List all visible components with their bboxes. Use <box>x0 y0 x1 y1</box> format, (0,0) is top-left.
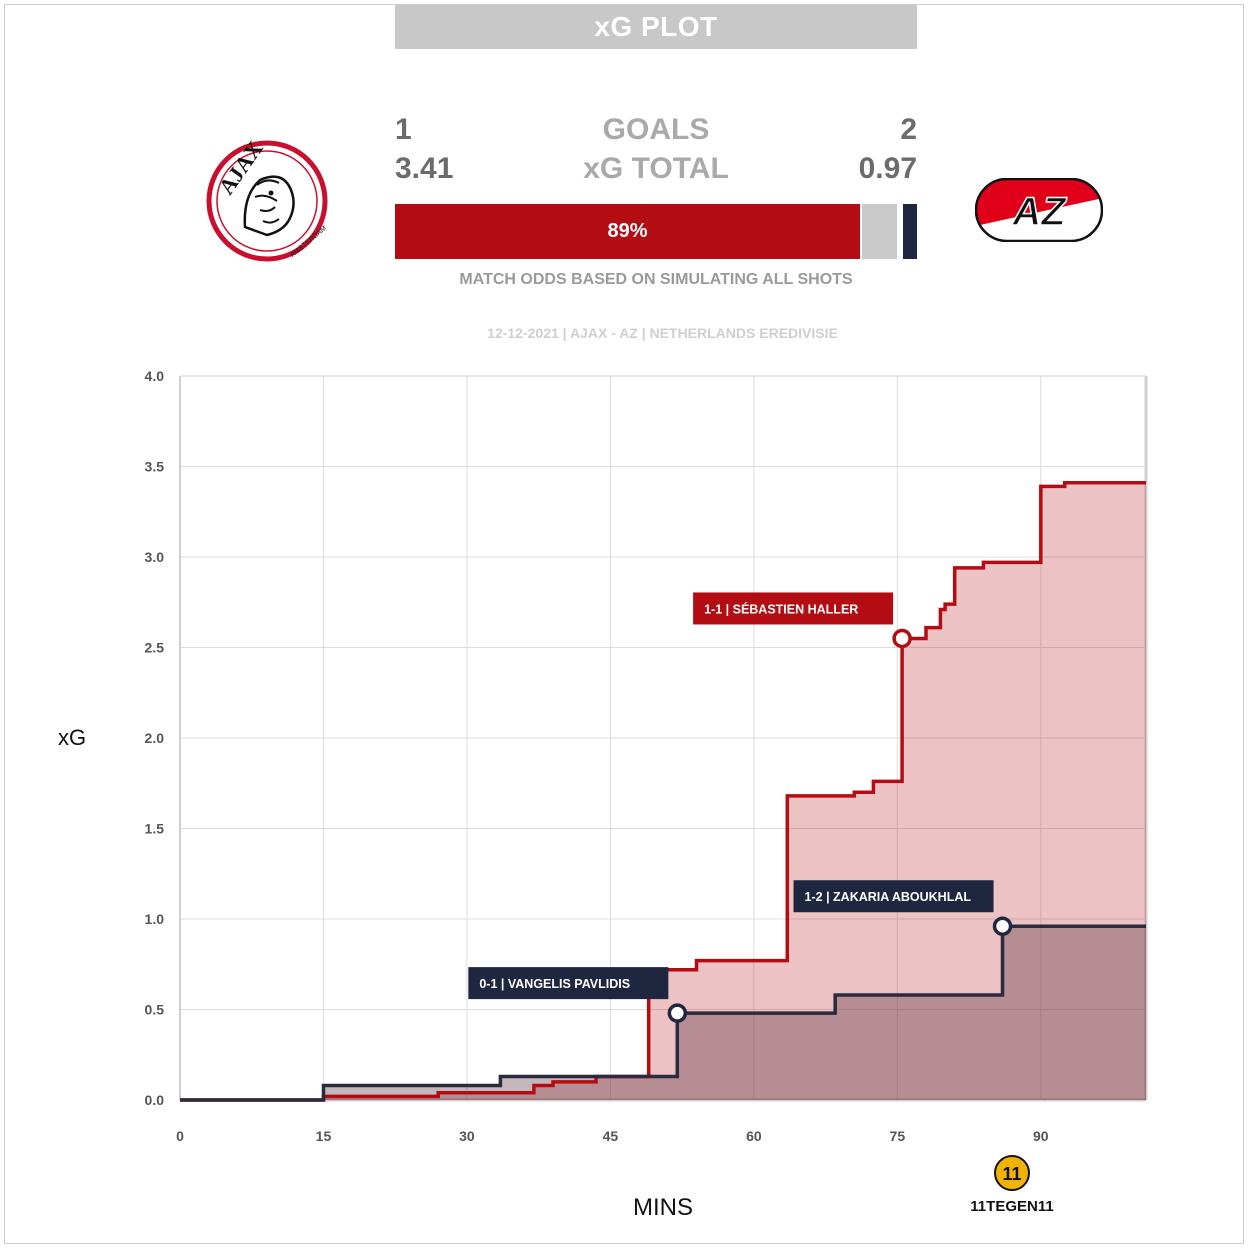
away-goals: 2 <box>900 113 917 146</box>
y-tick-label: 2.5 <box>145 640 165 656</box>
x-tick-label: 0 <box>176 1128 184 1144</box>
brand-text: 11TEGEN11 <box>970 1198 1053 1215</box>
home-goals: 1 <box>395 113 412 146</box>
match-info: 12-12-2021 | AJAX - AZ | NETHERLANDS ERE… <box>487 325 838 341</box>
goals-row: 1 GOALS 2 <box>395 113 917 149</box>
goals-label: GOALS <box>602 113 710 146</box>
y-tick-label: 1.0 <box>145 911 165 927</box>
odds-note: MATCH ODDS BASED ON SIMULATING ALL SHOTS <box>459 271 853 288</box>
goal-label-text: 1-2 | ZAKARIA ABOUKHLAL <box>805 890 972 904</box>
goal-label-text: 1-1 | SÉBASTIEN HALLER <box>704 601 858 616</box>
y-tick-label: 1.5 <box>145 821 165 837</box>
goal-label-box <box>693 592 894 625</box>
home-xg-area <box>180 482 1146 1100</box>
xg-total-row: 3.41 xG TOTAL 0.97 <box>395 152 917 188</box>
x-tick-label: 15 <box>316 1128 332 1144</box>
page-title: xG PLOT <box>395 5 917 49</box>
goal-label-box <box>793 880 994 913</box>
goal-annotation: 0-1 | VANGELIS PAVLIDIS <box>468 967 688 1023</box>
brand-logo: 11 11TEGEN11 <box>970 1155 1054 1215</box>
y-tick-label: 0.5 <box>145 1002 165 1018</box>
y-tick-label: 3.5 <box>145 459 165 475</box>
page-frame <box>4 4 1244 1244</box>
match-odds-bar: 89% <box>395 204 917 259</box>
goal-label-text: 0-1 | VANGELIS PAVLIDIS <box>479 977 630 991</box>
az-logo-text: AZ <box>1011 190 1067 234</box>
away-win-odds <box>903 204 917 259</box>
y-tick-label: 2.0 <box>145 730 165 746</box>
away-xg-line <box>180 924 1146 1102</box>
x-axis-title: MINS <box>633 1194 693 1221</box>
home-win-odds: 89% <box>395 204 860 259</box>
away-team-logo: AZ <box>975 178 1103 242</box>
home-xg-line <box>180 481 1146 1102</box>
goal-annotation: 1-2 | ZAKARIA ABOUKHLAL <box>793 880 1013 936</box>
x-tick-label: 60 <box>746 1128 762 1144</box>
y-tick-label: 4.0 <box>145 368 165 384</box>
xg-total-label: xG TOTAL <box>583 152 729 185</box>
y-tick-label: 0.0 <box>145 1092 165 1108</box>
home-team-logo: AJAX AMSTERDAM <box>206 136 328 262</box>
brand-badge-text: 11 <box>1002 1164 1021 1184</box>
goal-marker <box>667 1003 688 1023</box>
goal-marker <box>992 916 1013 936</box>
y-tick-label: 3.0 <box>145 549 165 565</box>
draw-odds <box>862 204 897 259</box>
goal-marker <box>892 628 912 649</box>
x-tick-label: 90 <box>1033 1128 1049 1144</box>
y-axis-title: xG <box>58 725 87 750</box>
x-tick-label: 75 <box>890 1128 906 1144</box>
away-xg-total: 0.97 <box>858 152 917 185</box>
home-xg-total: 3.41 <box>395 152 454 185</box>
x-tick-label: 45 <box>603 1128 619 1144</box>
goal-annotation: 1-1 | SÉBASTIEN HALLER <box>693 592 912 649</box>
goal-label-box <box>468 967 669 1000</box>
x-tick-label: 30 <box>459 1128 475 1144</box>
away-xg-area <box>180 926 1146 1100</box>
